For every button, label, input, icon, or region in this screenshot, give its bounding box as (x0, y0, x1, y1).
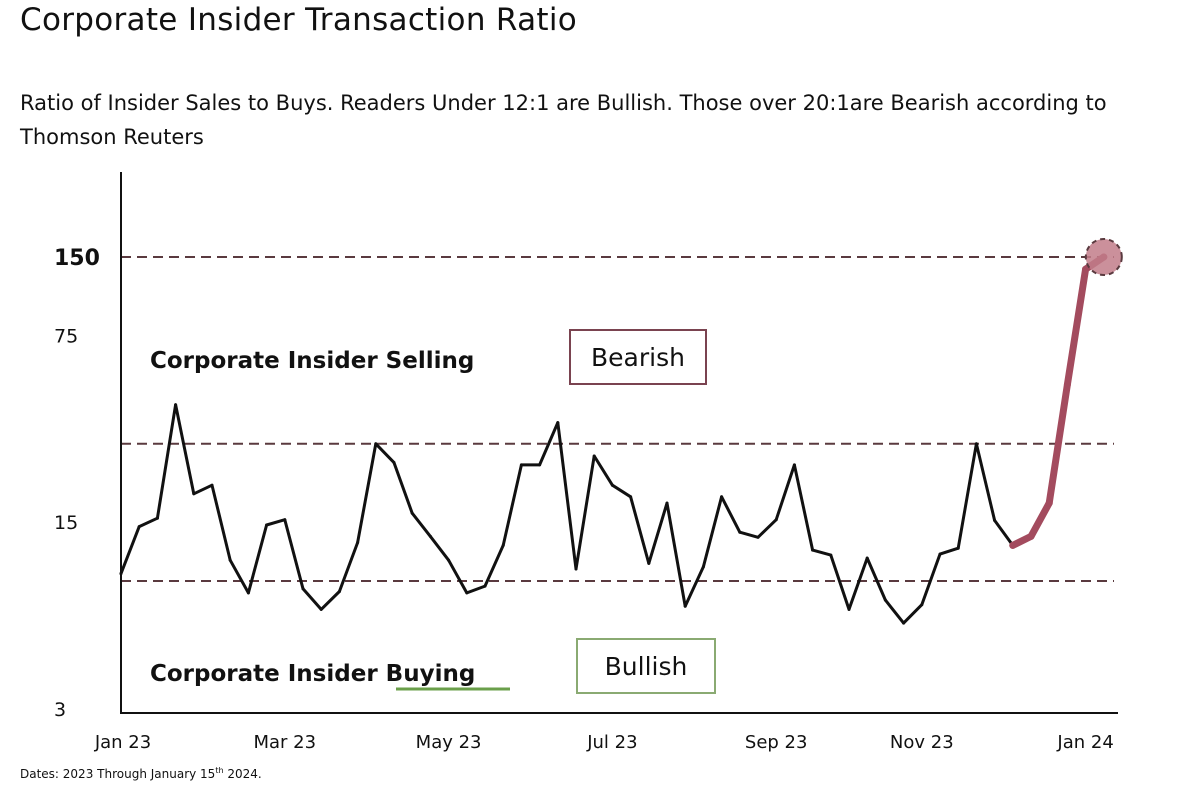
data-point (246, 591, 250, 595)
bearish-label: Bearish (591, 343, 685, 372)
data-point (174, 403, 178, 407)
data-point (956, 546, 960, 550)
data-point (974, 442, 978, 446)
x-tick-label: Nov 23 (890, 732, 954, 753)
data-point (738, 530, 742, 534)
data-point (920, 603, 924, 607)
data-point (592, 454, 596, 458)
data-point (337, 590, 341, 593)
data-point (792, 463, 796, 467)
x-tick-labels: Jan 23 Mar 23 May 23 Jul 23 Sep 23 Nov 23 Jan … (94, 732, 1114, 753)
x-tick-label: Sep 23 (745, 732, 808, 753)
series-line-highlight (1009, 253, 1108, 549)
data-point (301, 587, 305, 591)
x-tick-label: Jul 23 (586, 732, 637, 753)
data-point (756, 535, 760, 539)
y-tick-labels: 3 15 75 150 (54, 246, 100, 721)
selling-region-label: Corporate Insider Selling (150, 348, 474, 374)
data-point (538, 463, 542, 467)
y-tick-label: 3 (54, 699, 66, 721)
data-point (137, 525, 141, 529)
series-line-black (119, 403, 1015, 625)
data-point (265, 523, 269, 527)
data-point (356, 541, 360, 545)
x-tick-label: Mar 23 (254, 732, 317, 753)
x-tick-label: Jan 23 (94, 732, 151, 753)
y-tick-label: 15 (54, 512, 78, 534)
y-tick-label: 150 (54, 246, 100, 271)
chart-canvas: 3 15 75 150 Jan 23 Mar 23 May 23 Jul 23 Sep 23 N… (54, 172, 1123, 753)
data-point (774, 518, 778, 522)
data-point (629, 495, 633, 499)
data-point (574, 567, 578, 571)
data-point (519, 463, 523, 467)
x-tick-label: May 23 (416, 732, 482, 753)
data-point (428, 534, 432, 538)
data-point (865, 556, 869, 560)
footnote-sup: th (215, 766, 224, 775)
chart-subtitle: Ratio of Insider Sales to Buys. Readers … (20, 91, 1107, 149)
data-point (556, 421, 560, 425)
data-point (647, 561, 651, 565)
data-point (938, 552, 942, 556)
chart-title: Corporate Insider Transaction Ratio (20, 2, 578, 38)
data-point (410, 511, 414, 515)
data-point (465, 591, 469, 595)
data-point (319, 607, 323, 611)
highlight-layer (1084, 238, 1123, 276)
data-point (1045, 499, 1053, 507)
data-point (192, 492, 196, 496)
data-point (283, 518, 287, 522)
data-point (829, 553, 833, 557)
data-point (993, 518, 997, 522)
bearish-box (569, 329, 707, 385)
highlight-point (1084, 238, 1123, 276)
buying-region-label: Corporate Insider Buying (150, 661, 475, 687)
data-point (720, 495, 724, 499)
data-point (883, 598, 887, 602)
data-point (610, 483, 614, 487)
data-point (155, 516, 159, 520)
data-point (1027, 532, 1035, 540)
data-point (1009, 541, 1017, 549)
data-point (392, 461, 396, 465)
data-point (902, 621, 906, 625)
data-point (210, 483, 214, 487)
y-tick-label: 75 (54, 325, 78, 347)
data-point (501, 543, 505, 547)
bullish-label: Bullish (605, 652, 688, 681)
reference-lines (121, 256, 1114, 582)
data-point (1082, 265, 1090, 273)
data-point (811, 548, 815, 552)
data-point (119, 572, 123, 576)
data-point (665, 501, 669, 505)
data-point (228, 558, 232, 562)
footnote-tail: 2024. (223, 767, 262, 781)
data-point (374, 442, 378, 446)
bullish-box (576, 638, 716, 694)
series-lines (119, 253, 1108, 625)
data-point (847, 607, 851, 611)
footnote: Dates: 2023 Through January 15th 2024. (20, 766, 262, 781)
data-point (683, 604, 687, 608)
footnote-text: Dates: 2023 Through January 15 (20, 767, 216, 781)
data-point (701, 565, 705, 569)
data-point (1063, 381, 1071, 388)
data-point (483, 584, 487, 588)
annotations: Corporate Insider Selling Corporate Insi… (150, 329, 716, 694)
data-point (447, 558, 451, 562)
x-tick-label: Jan 24 (1056, 732, 1113, 753)
